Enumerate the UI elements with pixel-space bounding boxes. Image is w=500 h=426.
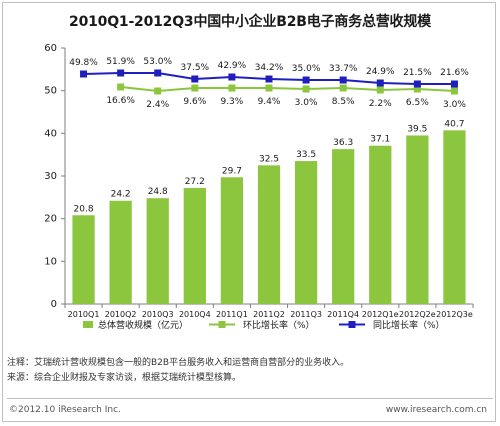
chart-title: 2010Q1-2012Q3中国中小企业B2B电子商务总营收规模 <box>69 14 431 30</box>
bar-label: 24.2 <box>111 190 131 200</box>
bar <box>443 130 466 304</box>
y-tick-label: 20 <box>44 214 57 225</box>
qoq-point <box>376 86 384 94</box>
x-tick-label: 2012Q3e <box>436 310 473 319</box>
qoq-label: 9.4% <box>258 97 281 107</box>
y-tick-label: 40 <box>44 128 57 139</box>
bar <box>332 149 355 304</box>
yoy-label: 49.8% <box>69 58 98 68</box>
yoy-label: 51.9% <box>106 57 135 67</box>
y-tick-label: 50 <box>44 86 57 97</box>
qoq-label: 3.0% <box>295 98 318 108</box>
bar-label: 27.2 <box>185 177 205 187</box>
y-tick-label: 10 <box>44 256 57 267</box>
website-text: www.iresearch.com.cn <box>385 405 487 415</box>
bar-label: 29.7 <box>222 166 242 176</box>
bar <box>183 187 206 304</box>
yoy-point <box>265 75 273 83</box>
qoq-label: 8.5% <box>332 97 355 107</box>
x-tick-label: 2011Q3 <box>290 310 322 319</box>
y-tick-label: 0 <box>51 299 57 310</box>
qoq-label: 3.0% <box>443 100 466 110</box>
qoq-label: 6.5% <box>406 98 429 108</box>
qoq-point <box>117 83 125 91</box>
x-tick-label: 2011Q1 <box>216 310 248 319</box>
bar-label: 32.5 <box>259 154 279 164</box>
yoy-point <box>228 73 236 81</box>
yoy-label: 35.0% <box>292 64 321 74</box>
yoy-point <box>117 69 125 77</box>
legend-yoy-marker <box>348 321 356 328</box>
notes: 注释：艾瑞统计营收规模包含一般的B2B平台服务收入和运营商自营部分的业务收入。 … <box>7 356 493 386</box>
bar-label: 24.8 <box>148 187 168 197</box>
yoy-label: 21.6% <box>440 68 469 78</box>
legend-yoy-label: 同比增长率（%） <box>373 319 445 331</box>
x-tick-label: 2010Q1 <box>68 310 100 319</box>
qoq-label: 9.3% <box>220 97 243 107</box>
bar-label: 40.7 <box>444 119 464 129</box>
qoq-point <box>265 84 273 92</box>
yoy-label: 21.5% <box>403 68 432 78</box>
qoq-point <box>228 84 236 92</box>
bar <box>294 161 318 304</box>
yoy-point <box>191 75 199 83</box>
yoy-point <box>80 70 88 78</box>
y-tick-label: 60 <box>44 43 57 54</box>
qoq-line <box>120 86 455 93</box>
bar <box>109 200 132 304</box>
yoy-point <box>413 80 421 88</box>
legend-bar-label: 总体营收规模（亿元） <box>98 319 188 331</box>
bar <box>72 215 95 304</box>
x-tick-label: 2012Q1e <box>362 310 399 319</box>
yoy-label: 42.9% <box>218 61 247 71</box>
bar <box>257 165 281 304</box>
x-tick-label: 2010Q2 <box>105 310 137 319</box>
bar <box>369 145 392 304</box>
bar <box>220 177 244 304</box>
yoy-label: 33.7% <box>329 64 358 74</box>
x-tick-label: 2011Q4 <box>327 310 359 319</box>
yoy-point <box>339 76 347 84</box>
bar-label: 39.5 <box>407 124 427 134</box>
x-tick-label: 2010Q3 <box>142 310 174 319</box>
legend-qoq-label: 环比增长率（%） <box>243 319 315 331</box>
footer-divider <box>7 398 493 399</box>
x-tick-label: 2010Q4 <box>179 310 211 319</box>
x-tick-label: 2012Q2e <box>399 310 436 319</box>
yoy-point <box>154 69 162 77</box>
yoy-label: 37.5% <box>181 63 210 73</box>
y-tick-label: 30 <box>44 171 57 182</box>
chart-svg: 0 10 20 30 40 50 60 2010Q1 2010Q2 2010Q3 2010Q4 201… <box>44 43 474 331</box>
yoy-label: 24.9% <box>366 67 395 77</box>
qoq-point <box>450 87 458 95</box>
note-line: 注释：艾瑞统计营收规模包含一般的B2B平台服务收入和运营商自营部分的业务收入。 <box>7 358 350 368</box>
bar-label: 33.5 <box>296 150 316 160</box>
source-line: 来源：综合企业财报及专家访谈，根据艾瑞统计模型核算。 <box>7 373 242 383</box>
yoy-point <box>302 76 310 84</box>
qoq-label: 2.2% <box>369 99 392 109</box>
chart-panel: 2010Q1-2012Q3中国中小企业B2B电子商务总营收规模 0 10 20 30 4… <box>2 2 496 422</box>
qoq-point <box>154 87 162 95</box>
copyright-text: ©2012.10 iResearch Inc. <box>9 405 121 415</box>
legend-qoq-marker <box>218 321 226 328</box>
qoq-point <box>302 85 310 93</box>
yoy-label: 53.0% <box>143 57 172 67</box>
yoy-point <box>376 79 384 87</box>
qoq-label: 9.6% <box>183 97 206 107</box>
qoq-point <box>339 84 347 92</box>
x-tick-label: 2011Q2 <box>253 310 285 319</box>
bar <box>406 135 429 304</box>
legend-bar-swatch <box>83 321 93 328</box>
yoy-label: 34.2% <box>255 63 284 73</box>
bar-label: 37.1 <box>370 135 390 145</box>
bar <box>146 198 169 304</box>
qoq-point <box>191 84 199 92</box>
qoq-label: 2.4% <box>146 100 169 110</box>
yoy-point <box>450 80 458 88</box>
bar-label: 20.8 <box>74 204 94 214</box>
qoq-point <box>413 85 421 93</box>
qoq-label: 16.6% <box>106 96 135 106</box>
bar-label: 36.3 <box>333 138 353 148</box>
